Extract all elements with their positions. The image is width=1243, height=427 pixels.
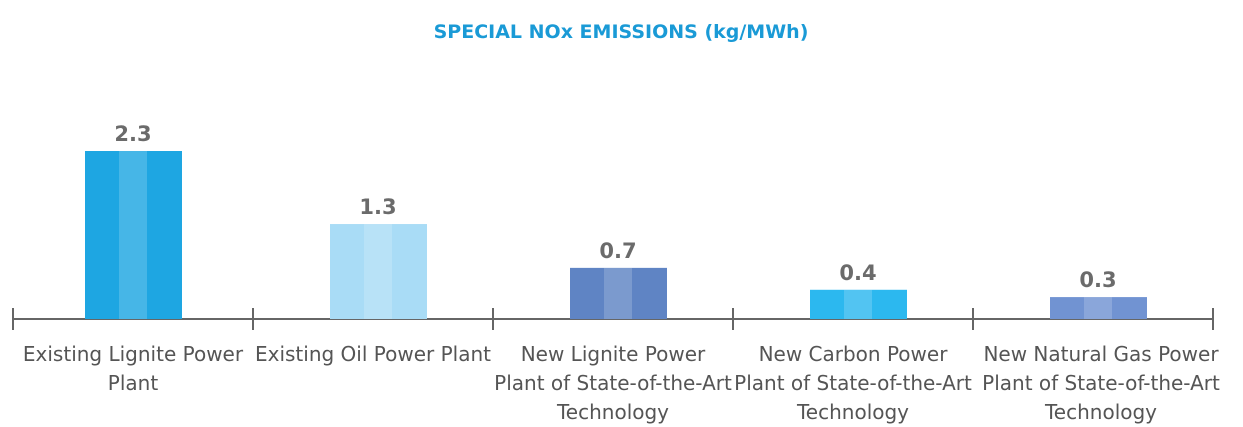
bar bbox=[570, 267, 667, 319]
x-tick-label: New Natural Gas Power Plant of State-of-… bbox=[982, 342, 1220, 424]
bar-shine bbox=[364, 224, 392, 319]
value-label: 2.3 bbox=[114, 122, 151, 146]
value-label: 0.3 bbox=[1079, 268, 1116, 292]
bar-shine bbox=[604, 267, 632, 319]
x-tick-label: Existing Lignite Power Plant bbox=[22, 342, 244, 395]
value-label: 0.4 bbox=[839, 261, 876, 285]
value-label: 0.7 bbox=[599, 239, 636, 263]
bar-shine bbox=[1084, 297, 1112, 319]
bar-shine bbox=[119, 151, 147, 319]
x-tick-label: New Lignite Power Plant of State-of-the-… bbox=[494, 342, 732, 424]
bar-shine bbox=[844, 289, 872, 319]
x-tick-label: Existing Oil Power Plant bbox=[254, 342, 491, 366]
bar bbox=[330, 224, 427, 319]
value-label: 1.3 bbox=[359, 195, 396, 219]
x-tick-label: New Carbon Power Plant of State-of-the-A… bbox=[734, 342, 972, 424]
chart-title: SPECIAL NOx EMISSIONS (kg/MWh) bbox=[434, 21, 809, 43]
bar bbox=[810, 289, 907, 319]
bar bbox=[1050, 297, 1147, 319]
bar bbox=[85, 151, 182, 319]
